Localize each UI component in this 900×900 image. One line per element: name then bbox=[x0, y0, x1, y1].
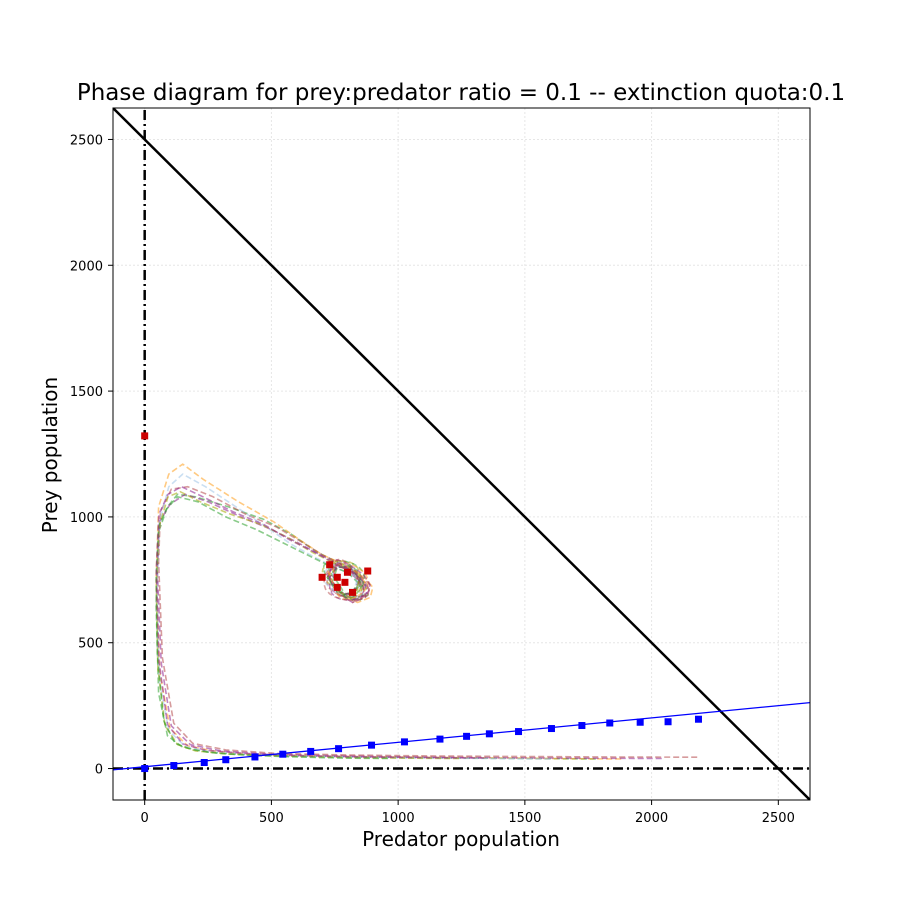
initial-point bbox=[170, 762, 178, 770]
initial-point bbox=[251, 753, 259, 761]
final-point bbox=[333, 573, 341, 581]
y-tick-label: 1500 bbox=[70, 385, 103, 400]
initial-point bbox=[463, 732, 471, 740]
final-point bbox=[364, 567, 372, 575]
initial-point bbox=[335, 745, 343, 753]
initial-point bbox=[200, 759, 208, 767]
final-point bbox=[141, 432, 149, 440]
initial-point bbox=[141, 765, 149, 773]
x-tick-label: 500 bbox=[259, 811, 284, 826]
final-point bbox=[343, 568, 351, 576]
reference-lines bbox=[113, 108, 810, 800]
x-tick-label: 2000 bbox=[635, 811, 668, 826]
trajectory-line bbox=[155, 495, 389, 760]
y-tick-label: 500 bbox=[78, 637, 103, 652]
initial-point bbox=[636, 718, 644, 726]
initial-point bbox=[400, 738, 408, 746]
x-tick-label: 1500 bbox=[508, 811, 541, 826]
initial-point bbox=[279, 750, 287, 758]
plot-frame bbox=[112, 107, 811, 801]
initial-point bbox=[515, 728, 523, 736]
trajectory-line bbox=[155, 485, 485, 759]
trajectory-line bbox=[155, 490, 460, 760]
reference-line bbox=[113, 701, 810, 771]
initial-point bbox=[368, 741, 376, 749]
axis-ticks: 0 500 1000 1500 2000 2500 0 500 1000 1500 2000 2500 bbox=[70, 133, 795, 826]
initial-point bbox=[606, 719, 614, 727]
chart-title: Phase diagram for prey:predator ratio = … bbox=[77, 80, 845, 106]
final-point bbox=[318, 573, 326, 581]
reference-line bbox=[113, 108, 810, 800]
trajectory-line bbox=[157, 485, 698, 759]
y-axis-label: Prey population bbox=[38, 377, 62, 533]
initial-point bbox=[307, 747, 315, 755]
final-point bbox=[326, 561, 334, 569]
x-tick-label: 2500 bbox=[762, 811, 795, 826]
trajectories bbox=[155, 463, 698, 760]
x-axis-label: Predator population bbox=[362, 827, 560, 851]
final-point bbox=[349, 588, 357, 596]
y-tick-label: 2500 bbox=[70, 133, 103, 148]
final-point bbox=[341, 578, 349, 586]
initial-point bbox=[222, 756, 230, 764]
x-tick-label: 1000 bbox=[382, 811, 415, 826]
initial-point bbox=[694, 715, 702, 723]
initial-point bbox=[436, 735, 444, 743]
attractor-loop bbox=[325, 559, 370, 601]
y-tick-label: 0 bbox=[95, 763, 103, 778]
final-point bbox=[333, 583, 341, 591]
initial-point bbox=[578, 722, 586, 730]
points bbox=[141, 432, 702, 773]
attractor-loop bbox=[322, 560, 362, 599]
y-tick-label: 2000 bbox=[70, 259, 103, 274]
initial-point bbox=[547, 725, 555, 733]
initial-point bbox=[664, 718, 672, 726]
initial-point bbox=[485, 730, 493, 738]
y-tick-label: 1000 bbox=[70, 511, 103, 526]
x-tick-label: 0 bbox=[141, 811, 149, 826]
trajectory-line bbox=[156, 493, 662, 760]
trajectory-line bbox=[155, 493, 596, 760]
attractor-loop bbox=[323, 558, 370, 602]
